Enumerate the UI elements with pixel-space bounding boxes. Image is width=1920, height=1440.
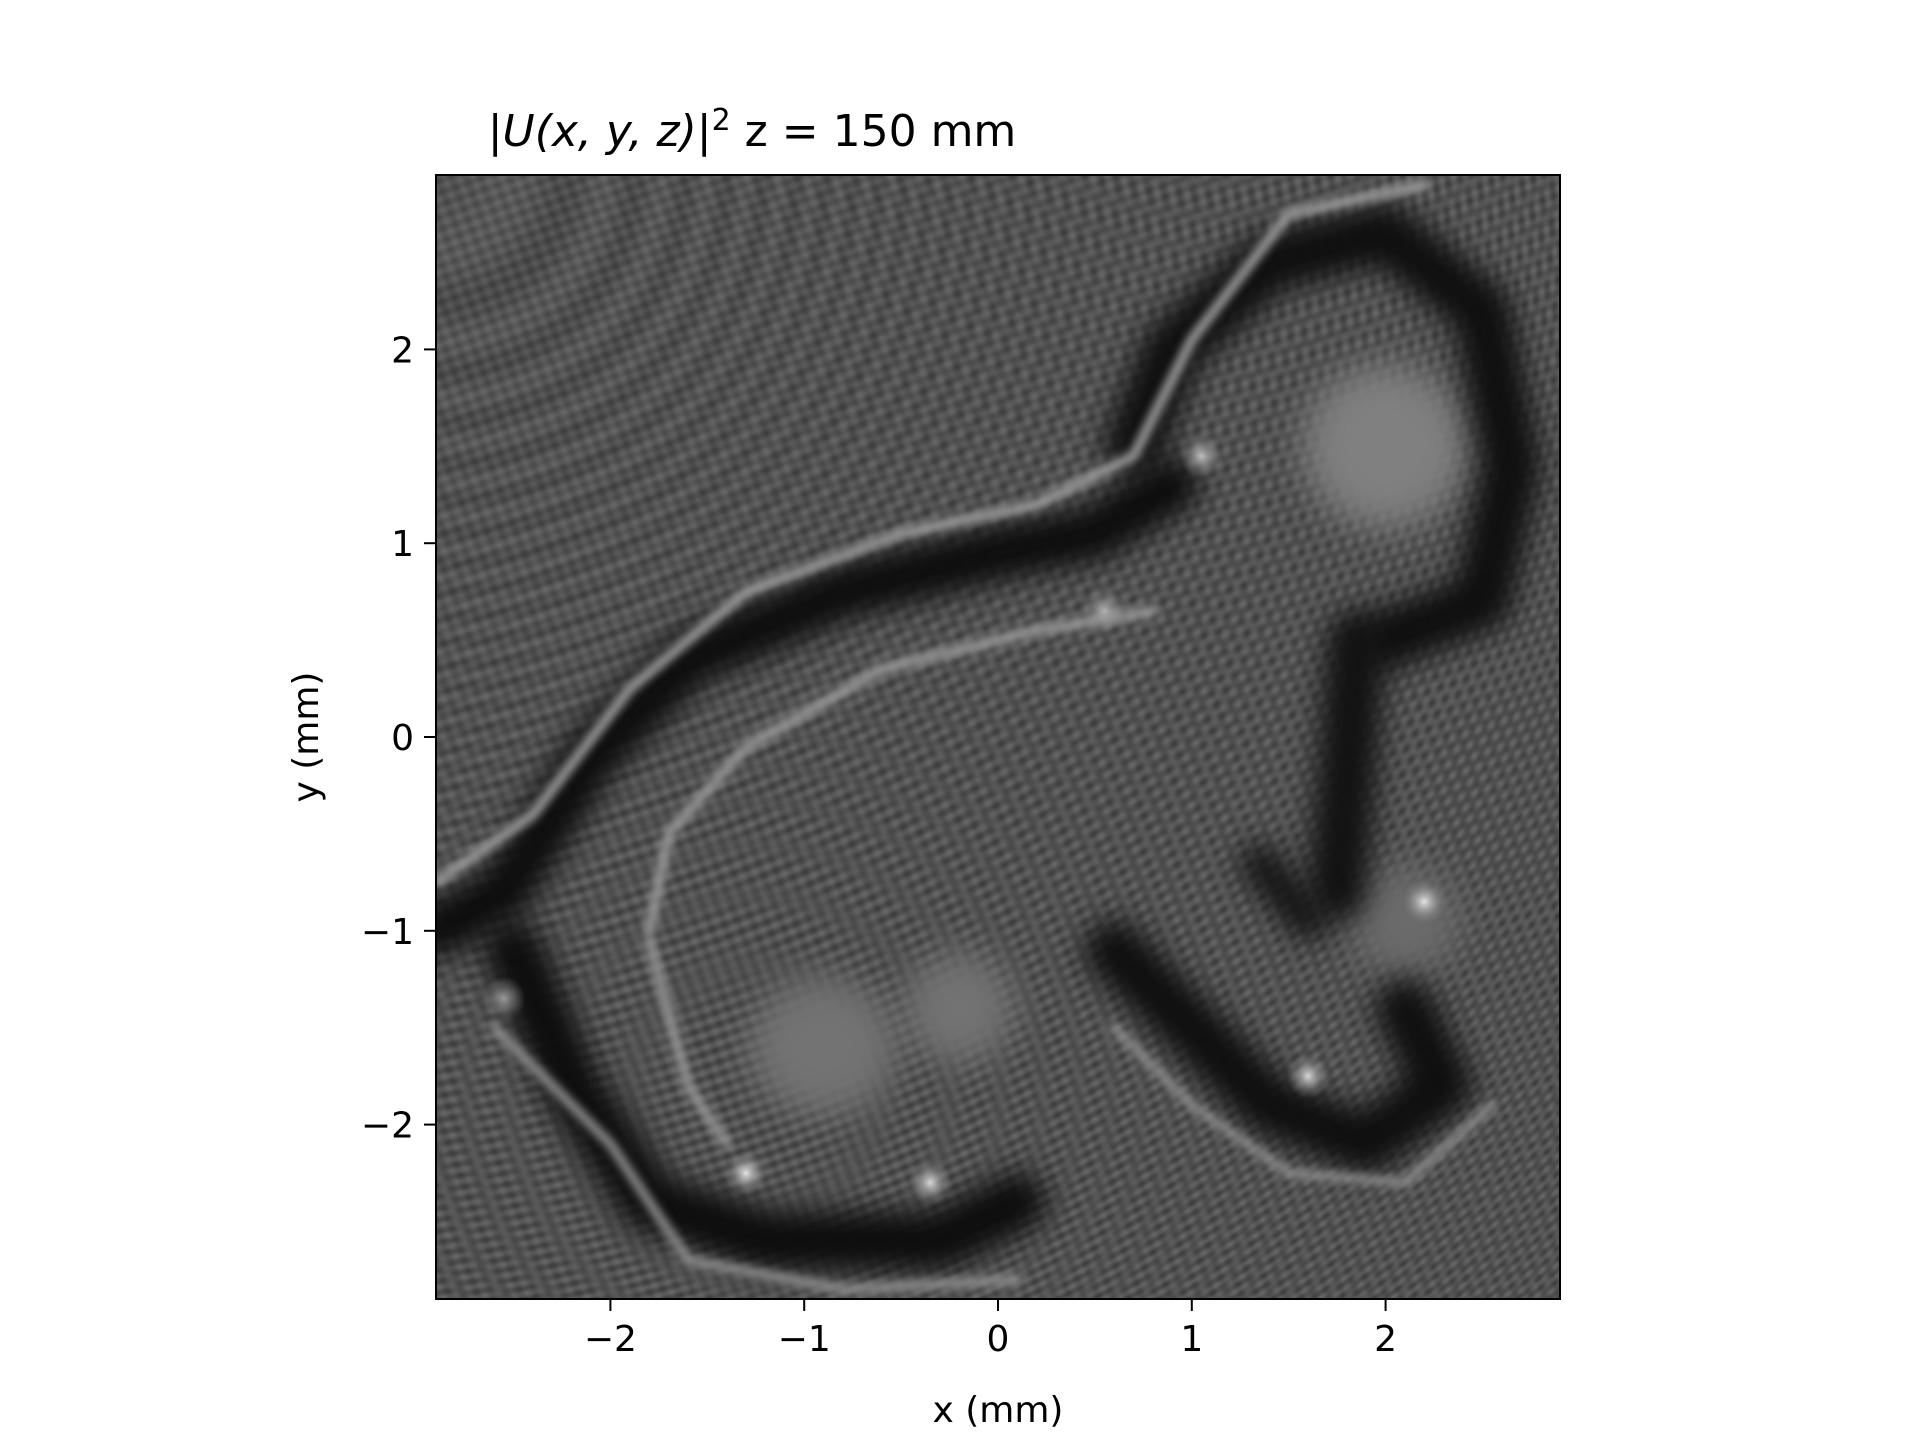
chart-title-suffix: z = 150 mm [731,106,1017,157]
x-tick-label: −1 [778,1319,831,1360]
x-tick-label: −2 [584,1319,637,1360]
y-tick-label: −2 [361,1106,414,1147]
x-axis: −2 −1 0 1 2 [584,1299,1397,1360]
chart-title: |U(x, y, z)|2 z = 150 mm [488,103,1017,157]
y-tick-label: −1 [361,912,414,953]
x-tick-label: 1 [1180,1319,1203,1360]
y-tick-label: 1 [391,524,414,565]
x-tick-label: 2 [1374,1319,1397,1360]
plot-area [435,174,1561,1300]
y-axis-label: y (mm) [286,672,327,803]
y-tick-label: 2 [391,330,414,371]
x-axis-label: x (mm) [933,1390,1064,1431]
y-tick-label: 0 [391,718,414,759]
x-tick-label: 0 [987,1319,1010,1360]
y-axis: −2 −1 0 1 2 [361,330,436,1147]
intensity-heatmap [436,175,1560,1299]
chart-title-exponent: 2 [712,103,731,138]
chart-title-prefix: |U(x, y, z)| [488,106,712,157]
